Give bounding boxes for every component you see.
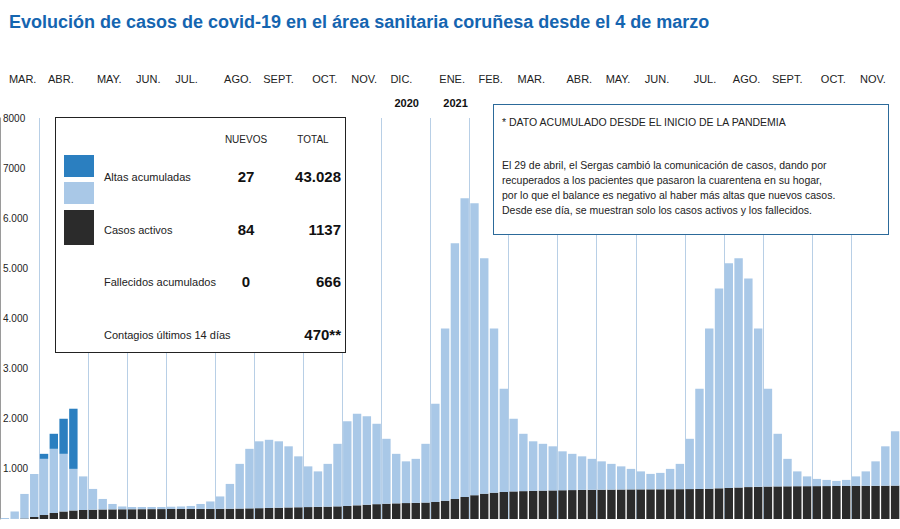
svg-text:AGO.: AGO.	[733, 73, 761, 85]
html-text:Altas acumuladas: Altas acumuladas	[104, 171, 191, 183]
html-text:recuperados a los pacientes qu: recuperados a los pacientes que pasaron …	[502, 174, 822, 186]
html-text:Contagios últimos 14 días: Contagios últimos 14 días	[104, 329, 231, 341]
html-text:470**: 470**	[304, 326, 341, 343]
svg-text:1.000: 1.000	[3, 463, 28, 474]
html-text:NUEVOS: NUEVOS	[224, 134, 268, 145]
svg-text:AGO.: AGO.	[224, 73, 252, 85]
html-text:1137: 1137	[308, 221, 341, 238]
html-text:* DATO ACUMULADO DESDE EL INIC: * DATO ACUMULADO DESDE EL INICIO DE LA P…	[502, 116, 786, 128]
svg-text:ABR.: ABR.	[48, 73, 74, 85]
svg-text:4.000: 4.000	[3, 313, 28, 324]
svg-text:JUN.: JUN.	[136, 73, 160, 85]
svg-text:JUL.: JUL.	[694, 73, 717, 85]
svg-text:JUN.: JUN.	[645, 73, 669, 85]
svg-text:ENE.: ENE.	[439, 73, 465, 85]
svg-text:5.000: 5.000	[3, 263, 28, 274]
svg-text:MAY.: MAY.	[97, 73, 122, 85]
html-text:TOTAL: TOTAL	[297, 134, 329, 145]
html-text:0: 0	[241, 273, 251, 290]
svg-text:6.000: 6.000	[3, 213, 28, 224]
svg-text:SEPT.: SEPT.	[772, 73, 803, 85]
svg-text:NOV.: NOV.	[860, 73, 886, 85]
svg-text:Evolución de casos de covid-19: Evolución de casos de covid-19 en el áre…	[9, 12, 709, 32]
html-text:El 29 de abril, el Sergas camb: El 29 de abril, el Sergas cambió la comu…	[502, 159, 827, 171]
svg-text:DIC.: DIC.	[390, 73, 412, 85]
svg-text:JUL.: JUL.	[175, 73, 198, 85]
svg-text:3.000: 3.000	[3, 363, 28, 374]
svg-text:OCT.: OCT.	[312, 73, 337, 85]
svg-text:2021: 2021	[443, 97, 467, 109]
html-text:por lo que el balance es negat: por lo que el balance es negativo al hab…	[502, 189, 836, 201]
html-text:Fallecidos acumulados: Fallecidos acumulados	[104, 276, 216, 288]
svg-text:2020: 2020	[394, 97, 418, 109]
svg-text:FEB.: FEB.	[478, 73, 502, 85]
svg-text:OCT.: OCT.	[821, 73, 846, 85]
svg-text:8000: 8000	[3, 113, 26, 124]
svg-text:MAR.: MAR.	[9, 73, 37, 85]
svg-text:7000: 7000	[3, 163, 26, 174]
svg-text:NOV.: NOV.	[351, 73, 377, 85]
svg-text:MAR.: MAR.	[518, 73, 546, 85]
svg-text:SEPT.: SEPT.	[263, 73, 294, 85]
svg-text:2.000: 2.000	[3, 413, 28, 424]
html-text:666: 666	[316, 273, 341, 290]
html-text:43.028: 43.028	[295, 168, 341, 185]
html-text:Casos activos: Casos activos	[104, 224, 173, 236]
html-text:Desde ese día, se muestran sol: Desde ese día, se muestran solo los caso…	[502, 204, 812, 216]
svg-text:ABR.: ABR.	[567, 73, 593, 85]
html-text:84: 84	[237, 221, 255, 238]
svg-text:MAY.: MAY.	[606, 73, 631, 85]
html-text:27: 27	[237, 168, 255, 185]
